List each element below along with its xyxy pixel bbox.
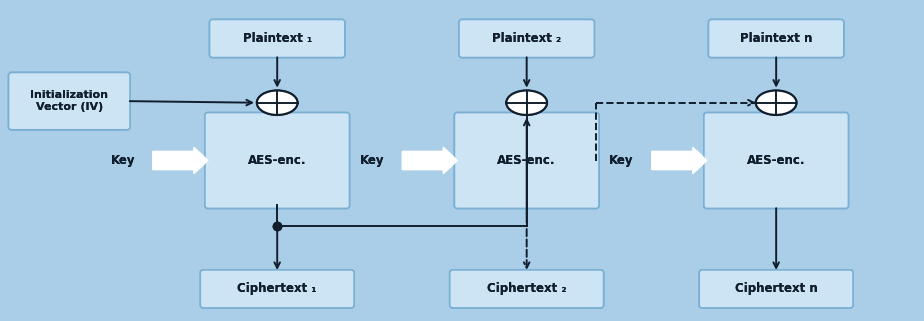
FancyBboxPatch shape bbox=[201, 270, 354, 308]
FancyArrow shape bbox=[402, 148, 457, 173]
FancyBboxPatch shape bbox=[709, 20, 844, 57]
Text: AES-enc.: AES-enc. bbox=[747, 154, 806, 167]
Text: Plaintext ₂: Plaintext ₂ bbox=[492, 32, 561, 45]
Text: Plaintext ₁: Plaintext ₁ bbox=[243, 32, 311, 45]
Ellipse shape bbox=[506, 91, 547, 115]
FancyBboxPatch shape bbox=[699, 270, 853, 308]
FancyBboxPatch shape bbox=[201, 270, 354, 308]
Text: AES-enc.: AES-enc. bbox=[497, 154, 556, 167]
Text: Key: Key bbox=[359, 154, 384, 167]
FancyBboxPatch shape bbox=[210, 20, 345, 57]
Ellipse shape bbox=[756, 91, 796, 115]
FancyArrow shape bbox=[152, 148, 208, 173]
Text: Key: Key bbox=[110, 154, 135, 167]
FancyBboxPatch shape bbox=[704, 113, 848, 208]
FancyBboxPatch shape bbox=[450, 270, 603, 308]
Text: Ciphertext ₁: Ciphertext ₁ bbox=[237, 282, 317, 295]
Text: AES-enc.: AES-enc. bbox=[497, 154, 556, 167]
Ellipse shape bbox=[756, 91, 796, 115]
FancyArrow shape bbox=[402, 148, 457, 173]
Text: Plaintext n: Plaintext n bbox=[740, 32, 812, 45]
FancyBboxPatch shape bbox=[8, 73, 130, 130]
Text: AES-enc.: AES-enc. bbox=[747, 154, 806, 167]
Text: Ciphertext ₂: Ciphertext ₂ bbox=[487, 282, 566, 295]
Text: Key: Key bbox=[609, 154, 634, 167]
Ellipse shape bbox=[257, 91, 298, 115]
Text: Ciphertext ₁: Ciphertext ₁ bbox=[237, 282, 317, 295]
Text: Plaintext n: Plaintext n bbox=[740, 32, 812, 45]
Text: Key: Key bbox=[359, 154, 384, 167]
FancyBboxPatch shape bbox=[455, 113, 599, 208]
FancyBboxPatch shape bbox=[455, 113, 599, 208]
FancyBboxPatch shape bbox=[8, 73, 130, 130]
FancyBboxPatch shape bbox=[450, 270, 603, 308]
Text: Initialization
Vector (IV): Initialization Vector (IV) bbox=[30, 90, 108, 112]
FancyBboxPatch shape bbox=[205, 113, 349, 208]
FancyBboxPatch shape bbox=[459, 20, 594, 57]
Ellipse shape bbox=[506, 91, 547, 115]
Text: AES-enc.: AES-enc. bbox=[248, 154, 307, 167]
Ellipse shape bbox=[257, 91, 298, 115]
Text: Key: Key bbox=[110, 154, 135, 167]
Text: Ciphertext n: Ciphertext n bbox=[735, 282, 818, 295]
Text: Plaintext ₁: Plaintext ₁ bbox=[243, 32, 311, 45]
Text: Key: Key bbox=[609, 154, 634, 167]
FancyBboxPatch shape bbox=[210, 20, 345, 57]
FancyArrow shape bbox=[651, 148, 707, 173]
FancyBboxPatch shape bbox=[709, 20, 844, 57]
FancyBboxPatch shape bbox=[205, 113, 349, 208]
Text: AES-enc.: AES-enc. bbox=[248, 154, 307, 167]
FancyBboxPatch shape bbox=[699, 270, 853, 308]
Text: Ciphertext n: Ciphertext n bbox=[735, 282, 818, 295]
FancyBboxPatch shape bbox=[704, 113, 848, 208]
FancyArrow shape bbox=[651, 148, 707, 173]
Text: Initialization
Vector (IV): Initialization Vector (IV) bbox=[30, 90, 108, 112]
FancyArrow shape bbox=[152, 148, 208, 173]
Text: Ciphertext ₂: Ciphertext ₂ bbox=[487, 282, 566, 295]
FancyBboxPatch shape bbox=[459, 20, 594, 57]
Text: Plaintext ₂: Plaintext ₂ bbox=[492, 32, 561, 45]
